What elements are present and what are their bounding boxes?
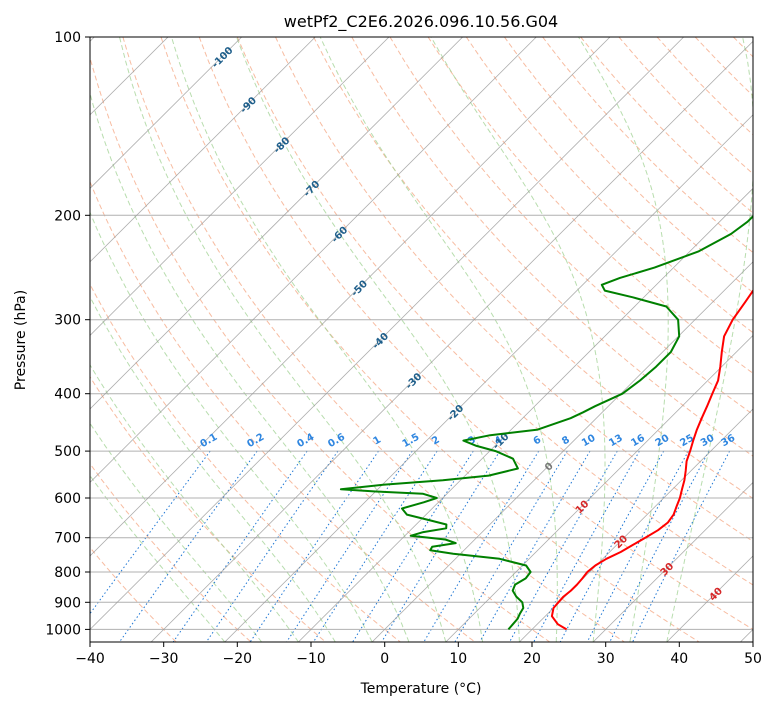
dry-adiabat-line [122,37,625,642]
mixing-ratio-label: 3 [466,434,478,447]
moist-adiabat-line [171,37,484,642]
mixing-ratio-label: 8 [560,434,572,447]
moist-adiabat-line [236,37,520,642]
isotherm-line [90,37,316,263]
y-tick-label: 200 [54,208,81,224]
temperature-profile-line [550,288,753,631]
mixing-ratio-lines [90,450,731,642]
x-tick-label: 30 [597,651,615,667]
y-axis-label: Pressure (hPa) [13,290,29,390]
dry-adiabat-line [465,37,753,334]
sounding-series [339,214,753,631]
mixing-ratio-line [172,450,308,642]
mixing-ratio-line [559,450,665,642]
dry-adiabat-line [427,37,753,374]
x-tick-label: −20 [223,651,253,667]
isotherm-line [90,37,242,189]
dry-adiabat-line [236,37,753,586]
isotherm-line [224,114,753,642]
mixing-ratio-label: 6 [532,434,544,447]
dry-adiabat-line [160,37,700,642]
plot-frame [89,36,754,643]
moist-adiabat-line [90,474,226,642]
y-tick-label: 100 [54,30,81,46]
mixing-ratio-line [249,450,379,642]
dry-adiabat-line [503,37,753,294]
mixing-ratio-line [205,450,339,642]
dry-adiabat-line [90,283,401,642]
moist-adiabat-line [666,37,753,642]
isotherm-line [90,37,684,630]
isotherm-line [592,481,753,642]
dry-adiabat-line [90,546,177,642]
plot-area [90,37,753,642]
dry-adiabat-line [90,55,550,642]
pressure-gridlines [90,37,753,630]
mixing-ratio-line [533,450,640,642]
y-axis-ticks: 100 200 300 400 500 600 700 800 900 1000 [45,30,90,638]
isotherm-line [90,37,611,557]
dry-adiabat-line [389,37,753,416]
x-tick-label: −40 [75,651,105,667]
mixing-ratio-line [286,450,413,642]
y-tick-label: 300 [54,313,81,329]
dry-adiabat-line [90,462,252,642]
isotherm-line [519,408,753,642]
isotherm-line [90,37,537,483]
y-tick-label: 500 [54,444,81,460]
moist-adiabat-line [430,37,606,642]
y-tick-label: 1000 [45,622,81,638]
x-axis-ticks: −40 −30 −20 −10 0 10 20 30 40 50 [75,642,762,667]
isotherms [90,37,753,642]
mixing-ratio-line [632,450,731,642]
y-tick-label: 900 [54,595,81,611]
chart-title: wetPf2_C2E6.2026.096.10.56.G04 [284,12,558,32]
x-tick-label: −10 [296,651,326,667]
moist-adiabat-line [578,37,669,642]
x-tick-label: 10 [449,651,467,667]
isotherm-line [150,40,753,642]
isotherm-line [90,37,390,336]
mixing-ratio-line [509,450,618,642]
dry-adiabat-line [313,37,753,500]
isotherm-line [371,261,753,642]
mixing-ratio-label: 1 [371,434,383,447]
x-axis-label: Temperature (°C) [360,681,482,697]
dry-adiabat-line [351,37,753,457]
dewpoint-profile-line [339,214,753,631]
moist-adiabat-line [90,211,373,642]
mixing-ratio-label: 2 [430,434,442,447]
y-tick-label: 600 [54,491,81,507]
mixing-ratio-line [586,450,689,642]
dry-adiabat-line [90,375,326,642]
x-tick-label: 20 [523,651,541,667]
x-tick-label: 50 [744,651,762,667]
moist-adiabat-line [319,37,558,642]
x-tick-label: 40 [670,651,688,667]
moist-adiabat-line [90,295,336,642]
mixing-ratio-label: 4 [493,434,505,447]
dry-adiabat-line [198,37,753,630]
dry-adiabats [90,37,753,642]
isotherm-line [298,187,753,642]
moist-adiabat-line [119,37,447,642]
x-tick-label: 0 [380,651,389,667]
isotherm-line [445,334,753,642]
x-tick-label: −30 [149,651,179,667]
y-tick-label: 700 [54,531,81,547]
y-tick-label: 800 [54,565,81,581]
y-tick-label: 400 [54,387,81,403]
isotherm-line [90,37,463,410]
mixing-ratio-line [90,450,211,615]
dry-adiabat-line [90,180,476,642]
mixing-ratio-line [609,450,710,642]
moist-adiabat-line [90,91,410,642]
